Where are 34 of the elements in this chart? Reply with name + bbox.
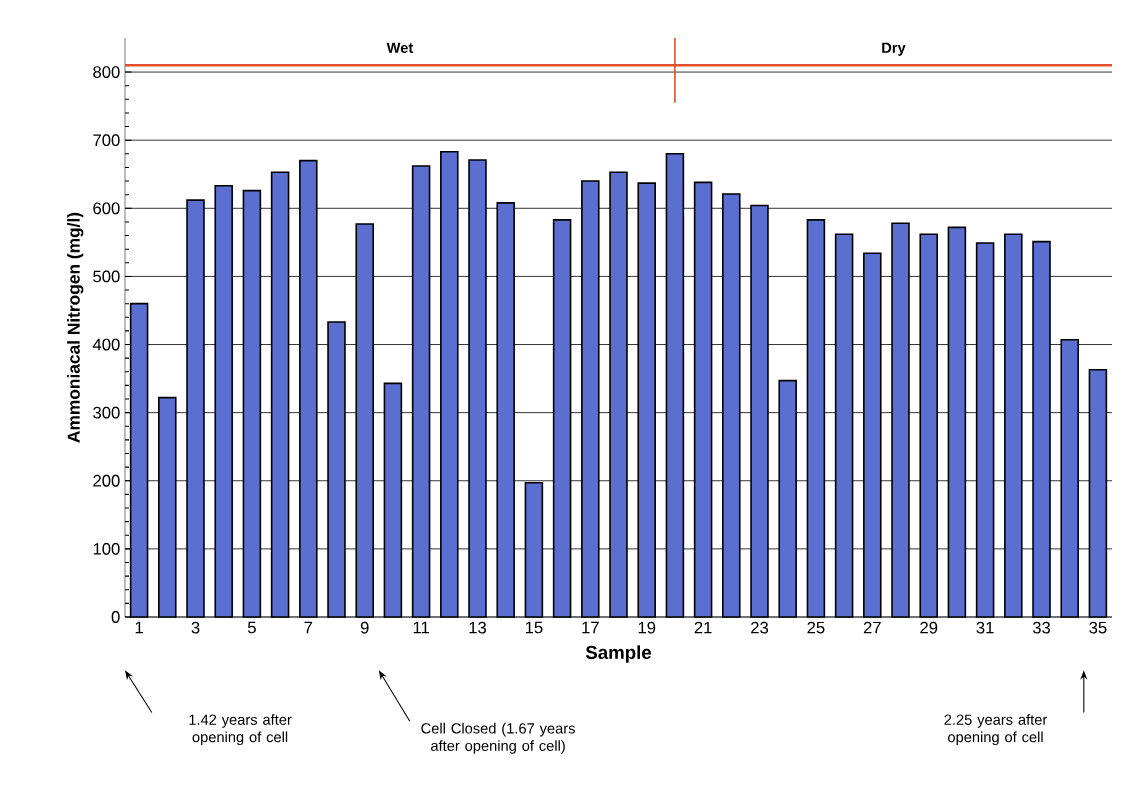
y-tick-label: 400 <box>92 338 120 351</box>
y-tick-label: 200 <box>93 474 120 487</box>
annotation: Wet <box>386 42 414 53</box>
annotation: Dry <box>882 42 906 56</box>
x-tick-label: 9 <box>360 621 369 634</box>
y-tick-label: 0 <box>111 611 120 623</box>
x-tick-label: 23 <box>751 621 769 634</box>
x-tick-label: 19 <box>638 621 656 634</box>
x-tick-label: 5 <box>247 621 256 634</box>
x-tick-label: 25 <box>807 621 825 634</box>
x-tick-label: 21 <box>694 621 712 634</box>
text: Cell Closed (1.67 years after opening of cell) <box>421 722 575 754</box>
x-tick-label: 3 <box>191 621 200 634</box>
x-tick-label: 17 <box>582 621 599 634</box>
x-tick-label: 31 <box>976 621 994 634</box>
x-axis-title: Sample <box>585 645 652 663</box>
x-tick-label: 27 <box>863 621 881 634</box>
text: 2.25 years after opening of cell <box>944 714 1048 746</box>
y-tick-label: 300 <box>93 406 120 419</box>
x-tick-label: 11 <box>413 621 429 634</box>
x-tick-label: 29 <box>920 621 938 634</box>
x-tick-label: 15 <box>525 621 543 634</box>
y-tick-label: 500 <box>93 270 120 283</box>
x-tick-label: 1 <box>135 621 143 634</box>
text: 1.42 years after opening of cell <box>189 714 292 746</box>
x-tick-label: 35 <box>1089 621 1107 634</box>
y-tick-label: 100 <box>93 542 120 555</box>
y-tick-label: 700 <box>93 134 120 147</box>
x-tick-label: 7 <box>304 621 313 634</box>
y-axis-title: Ammoniacal Nitrogen (mg/l) <box>67 212 84 443</box>
y-tick-label: 600 <box>93 202 120 215</box>
x-tick-label: 13 <box>469 621 487 634</box>
x-tick-label: 33 <box>1032 621 1051 634</box>
y-tick-label: 800 <box>93 66 120 78</box>
